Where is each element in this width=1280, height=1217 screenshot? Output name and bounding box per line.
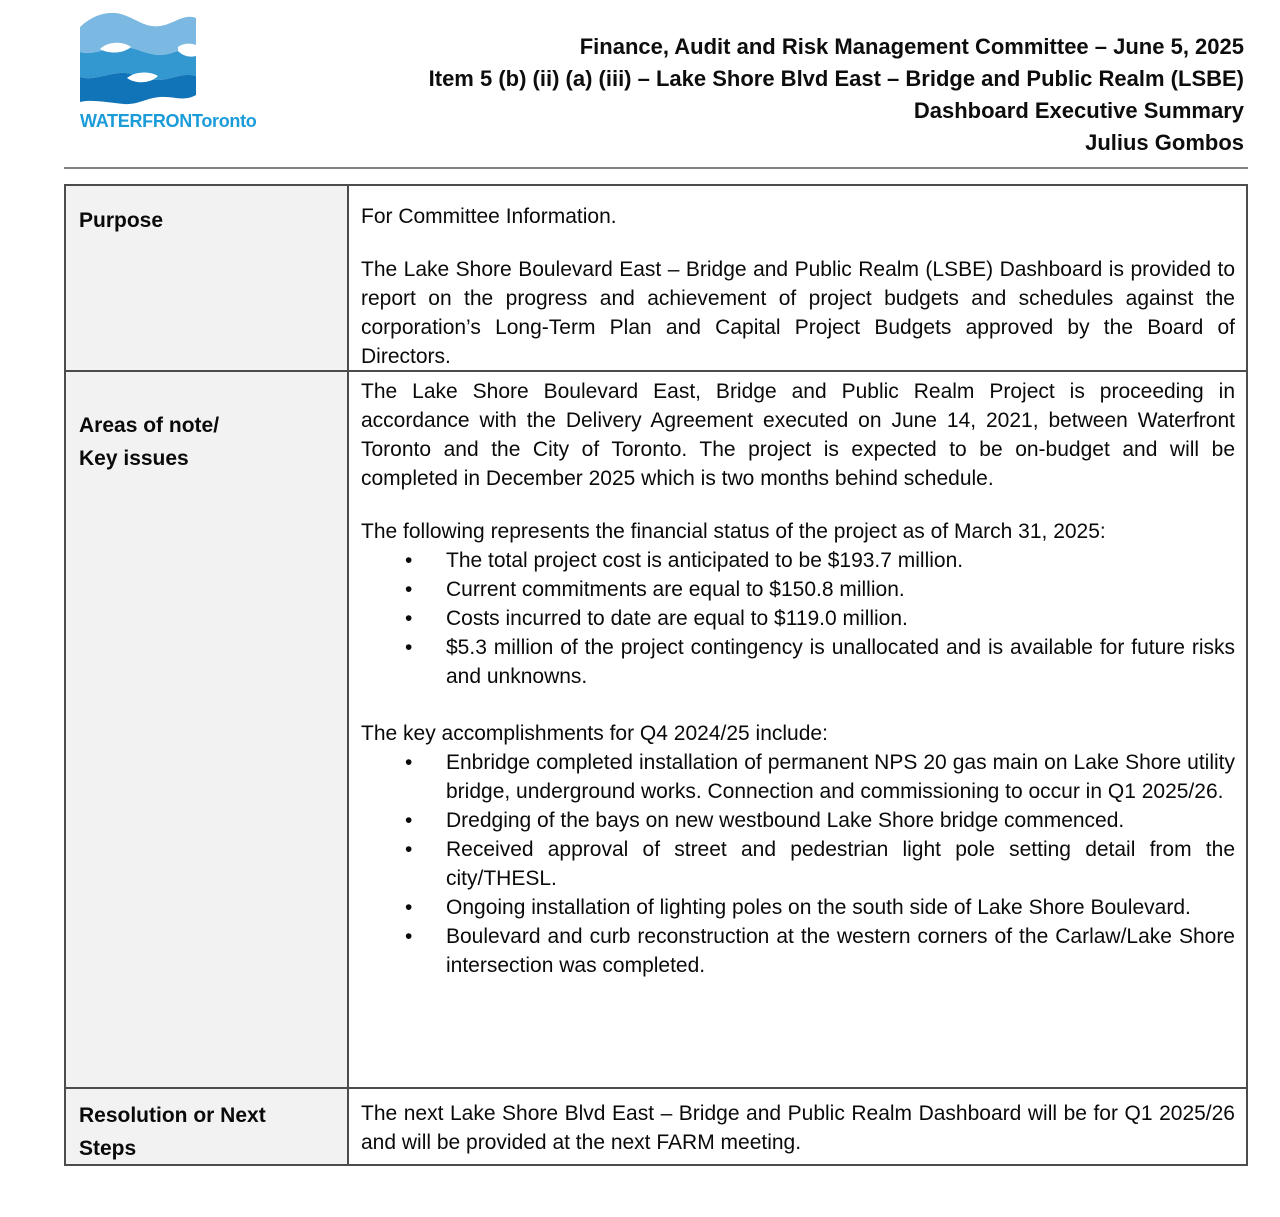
paragraph: The following represents the financial s…: [361, 520, 1106, 543]
bullet-item: Received approval of street and pedestri…: [361, 835, 1235, 893]
row-label-line: Resolution or Next: [79, 1104, 266, 1127]
row-content: The next Lake Shore Blvd East – Bridge a…: [349, 1089, 1246, 1164]
row-label-line: Purpose: [79, 209, 164, 232]
row-label-line: Areas of note/: [79, 414, 220, 437]
bullet-item: Costs incurred to date are equal to $119…: [361, 604, 1235, 633]
bullet-item: The total project cost is anticipated to…: [361, 546, 1235, 575]
header-divider: [64, 167, 1248, 169]
table-row-resolution: Resolution or Next Steps The next Lake Sho…: [66, 1087, 1246, 1164]
bullet-item: Ongoing installation of lighting poles o…: [361, 893, 1235, 922]
table-row-purpose: Purpose For Committee Information. The Lak…: [66, 186, 1246, 370]
bullet-item: Enbridge completed installation of perma…: [361, 748, 1235, 806]
bullet-item: Dredging of the bays on new westbound La…: [361, 806, 1235, 835]
bullet-item: Current commitments are equal to $150.8 …: [361, 575, 1235, 604]
paragraph: The Lake Shore Boulevard East – Bridge a…: [361, 258, 1235, 368]
row-label: Resolution or Next Steps: [66, 1089, 349, 1164]
row-content: The Lake Shore Boulevard East, Bridge an…: [349, 372, 1246, 1087]
bullet-list: Enbridge completed installation of perma…: [361, 748, 1235, 980]
bullet-list: The total project cost is anticipated to…: [361, 546, 1235, 691]
summary-table: Purpose For Committee Information. The Lak…: [64, 184, 1248, 1166]
paragraph: For Committee Information.: [361, 205, 617, 228]
row-label-line: Steps: [79, 1137, 137, 1160]
bullet-item: $5.3 million of the project contingency …: [361, 633, 1235, 691]
table-row-areas: Areas of note/Key issues The Lake Shore B…: [66, 370, 1246, 1087]
logo-wordmark: WATERFRONToronto: [80, 111, 257, 131]
bullet-item: Boulevard and curb reconstruction at the…: [361, 922, 1235, 980]
header-line-author: Julius Gombos: [1085, 130, 1244, 155]
row-content: For Committee Information. The Lake Shore…: [349, 186, 1246, 370]
header-line-item: Item 5 (b) (ii) (a) (iii) – Lake Shore B…: [428, 66, 1244, 91]
header-line-committee: Finance, Audit and Risk Management Commi…: [579, 34, 1244, 59]
paragraph: The key accomplishments for Q4 2024/25 i…: [361, 722, 828, 745]
row-label: Areas of note/Key issues: [66, 372, 349, 1087]
paragraph: The next Lake Shore Blvd East – Bridge a…: [361, 1102, 1235, 1154]
row-label-line: Key issues: [79, 447, 189, 470]
document-header: Finance, Audit and Risk Management Commi…: [429, 31, 1244, 159]
logo-waves-icon: [80, 12, 196, 105]
paragraph: The Lake Shore Boulevard East, Bridge an…: [361, 380, 1235, 490]
row-label: Purpose: [66, 186, 349, 370]
header-line-subtitle: Dashboard Executive Summary: [913, 98, 1244, 123]
